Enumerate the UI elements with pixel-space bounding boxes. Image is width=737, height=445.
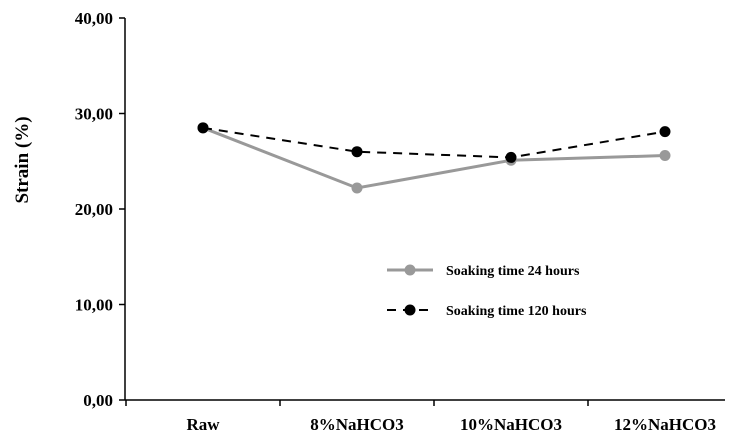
legend-marker	[404, 304, 416, 316]
x-ticks: Raw 8%NaHCO3 10%NaHCO3 12%NaHCO3	[125, 400, 716, 434]
data-point	[351, 146, 363, 158]
y-axis-label: Strain (%)	[12, 116, 33, 203]
axes	[124, 18, 725, 401]
series-group	[197, 122, 671, 194]
y-tick-label: 30,00	[75, 105, 113, 124]
legend-marker	[404, 264, 416, 276]
data-point	[659, 150, 671, 162]
legend-label: Soaking time 120 hours	[446, 304, 587, 319]
y-tick-label: 10,00	[75, 296, 113, 315]
data-point	[351, 182, 363, 194]
series-line-2	[202, 126, 666, 159]
y-tick-label: 20,00	[75, 200, 113, 219]
x-tick-label: 8%NaHCO3	[310, 415, 404, 434]
series-line-1	[202, 126, 666, 190]
y-tick-label: 40,00	[75, 9, 113, 28]
x-tick-label: 12%NaHCO3	[614, 415, 716, 434]
x-tick-label: Raw	[186, 415, 220, 434]
data-point	[659, 126, 671, 138]
legend: Soaking time 24 hours Soaking time 120 ho…	[387, 264, 587, 319]
data-point	[505, 151, 517, 163]
y-ticks: 0,00 10,00 20,00 30,00 40,00	[75, 9, 125, 410]
y-tick-label: 0,00	[83, 391, 113, 410]
x-tick-label: 10%NaHCO3	[460, 415, 562, 434]
legend-label: Soaking time 24 hours	[446, 264, 580, 279]
data-point	[197, 122, 209, 134]
